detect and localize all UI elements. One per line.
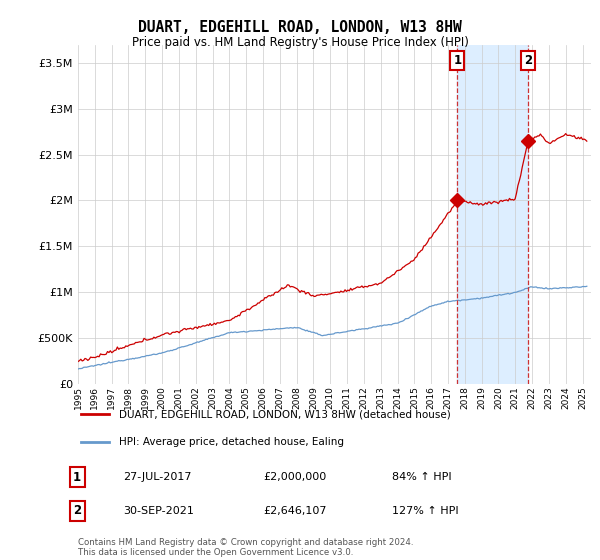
Text: 27-JUL-2017: 27-JUL-2017 xyxy=(124,473,192,482)
Text: DUART, EDGEHILL ROAD, LONDON, W13 8HW (detached house): DUART, EDGEHILL ROAD, LONDON, W13 8HW (d… xyxy=(119,409,451,419)
Text: 30-SEP-2021: 30-SEP-2021 xyxy=(124,506,194,516)
Bar xyxy=(457,45,528,384)
Text: 1: 1 xyxy=(73,471,81,484)
Text: DUART, EDGEHILL ROAD, LONDON, W13 8HW: DUART, EDGEHILL ROAD, LONDON, W13 8HW xyxy=(138,20,462,35)
Text: 2: 2 xyxy=(73,505,81,517)
Text: 84% ↑ HPI: 84% ↑ HPI xyxy=(392,473,452,482)
Text: £2,000,000: £2,000,000 xyxy=(263,473,326,482)
Text: £2,646,107: £2,646,107 xyxy=(263,506,326,516)
Text: 2: 2 xyxy=(524,54,532,67)
Text: Contains HM Land Registry data © Crown copyright and database right 2024.
This d: Contains HM Land Registry data © Crown c… xyxy=(78,538,413,557)
Text: Price paid vs. HM Land Registry's House Price Index (HPI): Price paid vs. HM Land Registry's House … xyxy=(131,36,469,49)
Text: HPI: Average price, detached house, Ealing: HPI: Average price, detached house, Eali… xyxy=(119,437,344,447)
Text: 1: 1 xyxy=(454,54,461,67)
Text: 127% ↑ HPI: 127% ↑ HPI xyxy=(392,506,458,516)
